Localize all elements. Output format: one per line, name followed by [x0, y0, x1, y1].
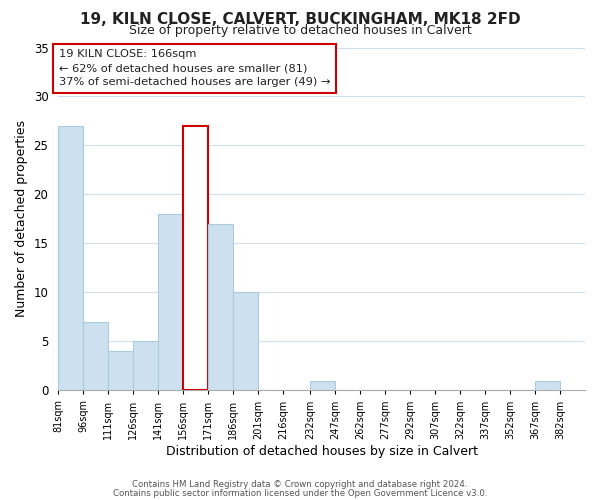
Bar — [535, 380, 560, 390]
Y-axis label: Number of detached properties: Number of detached properties — [15, 120, 28, 318]
Bar — [208, 224, 233, 390]
Text: 19 KILN CLOSE: 166sqm
← 62% of detached houses are smaller (81)
37% of semi-deta: 19 KILN CLOSE: 166sqm ← 62% of detached … — [59, 50, 331, 88]
Bar — [108, 351, 133, 391]
Bar — [233, 292, 258, 390]
Bar — [183, 126, 208, 390]
Text: Contains public sector information licensed under the Open Government Licence v3: Contains public sector information licen… — [113, 488, 487, 498]
X-axis label: Distribution of detached houses by size in Calvert: Distribution of detached houses by size … — [166, 444, 478, 458]
Bar — [310, 380, 335, 390]
Bar — [133, 342, 158, 390]
Text: Contains HM Land Registry data © Crown copyright and database right 2024.: Contains HM Land Registry data © Crown c… — [132, 480, 468, 489]
Bar — [58, 126, 83, 390]
Text: Size of property relative to detached houses in Calvert: Size of property relative to detached ho… — [128, 24, 472, 37]
Bar — [83, 322, 108, 390]
Text: 19, KILN CLOSE, CALVERT, BUCKINGHAM, MK18 2FD: 19, KILN CLOSE, CALVERT, BUCKINGHAM, MK1… — [80, 12, 520, 28]
Bar — [158, 214, 183, 390]
